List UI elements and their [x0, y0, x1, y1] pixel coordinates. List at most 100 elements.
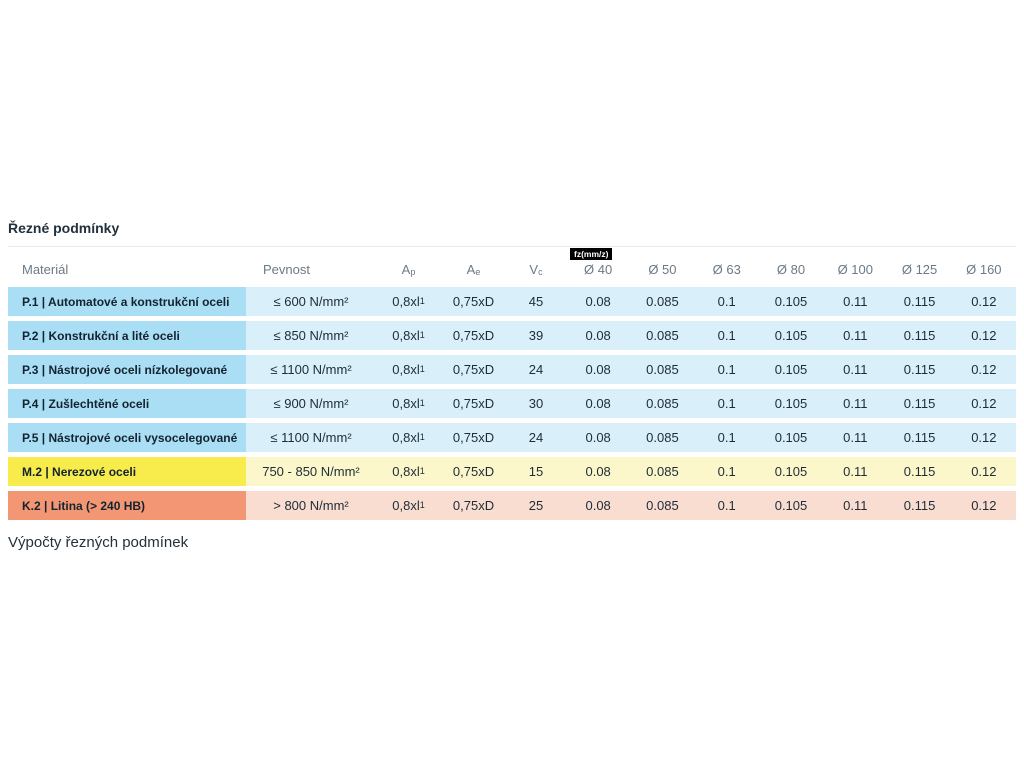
cell-pevnost: > 800 N/mm²	[246, 491, 376, 520]
ap-value: 0,8xl	[392, 498, 420, 513]
cell-ae: 0,75xD	[441, 389, 506, 418]
ap-value-sub: 1	[419, 296, 425, 306]
cell-fz-63: 0.1	[694, 389, 759, 418]
header-dia-80: Ø 80	[776, 262, 806, 277]
header-dia-63: Ø 63	[712, 262, 741, 277]
cell-fz-80: 0.105	[758, 287, 824, 316]
cell-fz-63: 0.1	[694, 287, 759, 316]
cell-ae: 0,75xD	[441, 491, 506, 520]
cell-vc: 39	[506, 321, 566, 350]
cell-fz-63: 0.1	[694, 321, 759, 350]
ap-value: 0,8xl	[392, 362, 420, 377]
cell-fz-63: 0.1	[694, 423, 759, 452]
cell-vc: 45	[506, 287, 566, 316]
fz-unit-badge: fz(mm/z)	[570, 248, 613, 261]
cell-pevnost: ≤ 600 N/mm²	[246, 287, 376, 316]
ap-value-sub: 1	[419, 466, 425, 476]
header-dia-40-label: Ø 40	[584, 262, 613, 277]
cell-ae: 0,75xD	[441, 457, 506, 486]
cell-fz-40: 0.08	[566, 321, 631, 350]
section-title: Řezné podmínky	[8, 220, 120, 236]
cell-pevnost: ≤ 1100 N/mm²	[246, 423, 376, 452]
cell-ap: 0,8xl 1	[376, 423, 441, 452]
table-row: P.2 | Konstrukční a lité oceli ≤ 850 N/m…	[8, 321, 1016, 350]
cell-fz-50: 0.085	[630, 423, 695, 452]
cell-ap: 0,8xl 1	[376, 287, 441, 316]
cell-fz-100: 0.11	[823, 287, 888, 316]
ap-value-sub: 1	[419, 364, 425, 374]
cell-fz-50: 0.085	[630, 491, 695, 520]
cell-fz-125: 0.115	[887, 457, 952, 486]
cell-fz-160: 0.12	[951, 321, 1016, 350]
ap-value: 0,8xl	[392, 430, 420, 445]
header-vc-base: V	[529, 262, 539, 277]
ap-value-sub: 1	[419, 398, 425, 408]
cell-fz-40: 0.08	[566, 457, 631, 486]
cell-pevnost: ≤ 900 N/mm²	[246, 389, 376, 418]
cell-fz-125: 0.115	[887, 491, 952, 520]
cell-material: K.2 | Litina (> 240 HB)	[8, 491, 246, 520]
header-dia-125: Ø 125	[901, 262, 938, 277]
cell-fz-40: 0.08	[566, 389, 631, 418]
ap-value-sub: 1	[419, 432, 425, 442]
cell-vc: 24	[506, 355, 566, 384]
cell-fz-125: 0.115	[887, 321, 952, 350]
cell-fz-40: 0.08	[566, 287, 631, 316]
header-ae-sub: e	[475, 267, 481, 277]
header-pevnost: Pevnost	[263, 262, 310, 277]
cell-pevnost: ≤ 850 N/mm²	[246, 321, 376, 350]
cell-material: P.2 | Konstrukční a lité oceli	[8, 321, 246, 350]
cell-material: P.3 | Nástrojové oceli nízkolegované	[8, 355, 246, 384]
ap-value: 0,8xl	[392, 328, 420, 343]
cell-vc: 24	[506, 423, 566, 452]
cell-fz-63: 0.1	[694, 491, 759, 520]
cell-vc: 30	[506, 389, 566, 418]
cell-ae: 0,75xD	[441, 355, 506, 384]
cell-fz-50: 0.085	[630, 389, 695, 418]
subsection-title: Výpočty řezných podmínek	[8, 534, 189, 551]
cell-ae: 0,75xD	[441, 287, 506, 316]
cell-material: P.1 | Automatové a konstrukční oceli	[8, 287, 246, 316]
cell-fz-50: 0.085	[630, 355, 695, 384]
cell-ap: 0,8xl 1	[376, 355, 441, 384]
cell-ap: 0,8xl 1	[376, 321, 441, 350]
header-ae-base: A	[466, 262, 476, 277]
cell-fz-80: 0.105	[758, 355, 824, 384]
header-ap-base: A	[401, 262, 411, 277]
cell-fz-100: 0.11	[823, 389, 888, 418]
ap-value: 0,8xl	[392, 464, 420, 479]
header-dia-160: Ø 160	[966, 262, 1002, 277]
cell-fz-63: 0.1	[694, 355, 759, 384]
cell-fz-80: 0.105	[758, 423, 824, 452]
cell-material: P.4 | Zušlechtěné oceli	[8, 389, 246, 418]
ap-value-sub: 1	[419, 500, 425, 510]
cell-ap: 0,8xl 1	[376, 457, 441, 486]
cell-fz-100: 0.11	[823, 355, 888, 384]
cell-fz-100: 0.11	[823, 491, 888, 520]
ap-value: 0,8xl	[392, 294, 420, 309]
header-vc-sub: c	[538, 267, 543, 277]
table-row: P.4 | Zušlechtěné oceli ≤ 900 N/mm² 0,8x…	[8, 389, 1016, 418]
table-row: P.3 | Nástrojové oceli nízkolegované ≤ 1…	[8, 355, 1016, 384]
cell-vc: 25	[506, 491, 566, 520]
cell-fz-100: 0.11	[823, 423, 888, 452]
cell-ap: 0,8xl 1	[376, 491, 441, 520]
cell-fz-100: 0.11	[823, 321, 888, 350]
cell-fz-125: 0.115	[887, 287, 952, 316]
cell-fz-40: 0.08	[566, 491, 631, 520]
cell-fz-160: 0.12	[951, 491, 1016, 520]
ap-value: 0,8xl	[392, 396, 420, 411]
cell-fz-50: 0.085	[630, 457, 695, 486]
header-material: Materiál	[22, 262, 69, 277]
cell-ap: 0,8xl 1	[376, 389, 441, 418]
cell-ae: 0,75xD	[441, 321, 506, 350]
cell-fz-80: 0.105	[758, 389, 824, 418]
cell-fz-160: 0.12	[951, 423, 1016, 452]
cell-fz-63: 0.1	[694, 457, 759, 486]
ap-value-sub: 1	[419, 330, 425, 340]
cell-fz-80: 0.105	[758, 321, 824, 350]
